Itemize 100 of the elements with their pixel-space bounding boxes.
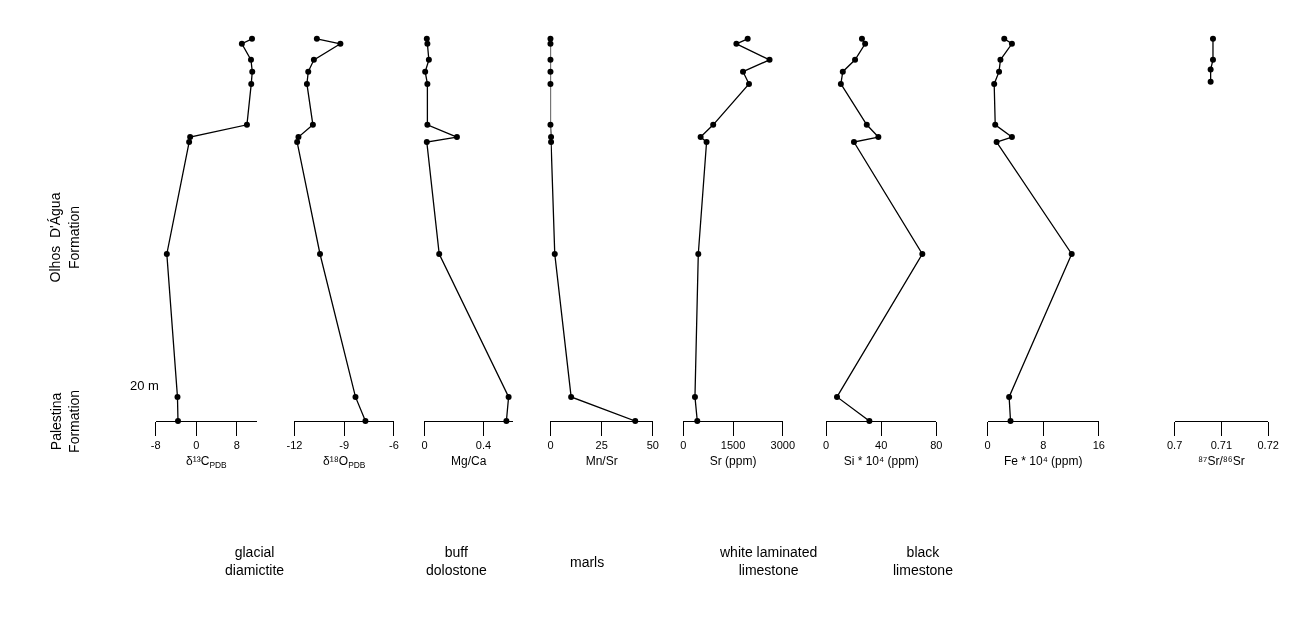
point	[744, 35, 751, 42]
point	[766, 56, 773, 63]
point	[568, 393, 575, 400]
point	[303, 80, 310, 87]
text: white laminated limestone	[719, 544, 818, 579]
point	[547, 56, 554, 63]
x-tick-label: 8	[233, 439, 240, 452]
x-tick-label: 25	[595, 439, 608, 452]
point	[1008, 40, 1015, 47]
point	[337, 40, 344, 47]
point	[305, 68, 312, 75]
point	[313, 35, 320, 42]
point	[249, 35, 255, 42]
point	[551, 250, 558, 257]
x-tick-label: -9	[339, 439, 350, 452]
point	[174, 393, 181, 400]
point	[733, 40, 740, 47]
point	[249, 68, 256, 75]
point	[862, 40, 869, 47]
point	[436, 250, 443, 257]
point	[837, 80, 844, 87]
point	[309, 121, 316, 128]
point	[740, 68, 747, 75]
annotation: 20 m	[130, 378, 159, 393]
x-tick-label: 0.4	[475, 439, 492, 452]
point	[746, 80, 752, 87]
point	[919, 250, 926, 257]
x-tick-label: 0	[823, 439, 830, 452]
point	[547, 68, 554, 75]
text: black limestone	[893, 544, 954, 579]
point	[174, 418, 181, 424]
point	[186, 139, 193, 146]
point	[1001, 35, 1008, 42]
point	[850, 139, 857, 146]
point	[548, 134, 555, 141]
point	[863, 121, 870, 128]
point	[875, 134, 882, 141]
x-tick-label: -8	[150, 439, 161, 452]
point	[187, 134, 194, 141]
point	[352, 393, 359, 400]
x-tick-label: 0.72	[1257, 439, 1279, 452]
point	[996, 68, 1003, 75]
point	[424, 40, 431, 47]
text: Palestina Formation	[47, 389, 83, 453]
point	[691, 393, 698, 400]
point	[1006, 393, 1013, 400]
x-tick-label: 0	[193, 439, 200, 452]
x-axis-title: ⁸⁷Sr/⁸⁶Sr	[1198, 454, 1245, 469]
point	[834, 393, 841, 400]
x-tick-label: 50	[646, 439, 659, 452]
point	[1008, 134, 1015, 141]
point	[248, 80, 255, 87]
x-tick-label: 3000	[770, 439, 796, 452]
point	[238, 40, 245, 47]
point	[703, 139, 710, 146]
point	[993, 139, 1000, 146]
point	[505, 393, 512, 400]
point	[423, 139, 430, 146]
x-tick-label: 0	[984, 439, 991, 452]
x-tick-label: -6	[389, 439, 399, 452]
point	[425, 56, 432, 63]
x-axis-title: δ¹⁸O$_{PDB}$	[323, 454, 366, 470]
point	[547, 35, 554, 42]
x-tick-label: 16	[1092, 439, 1105, 452]
x-axis-title: Sr (ppm)	[709, 454, 757, 469]
point	[163, 250, 170, 257]
point	[547, 80, 554, 87]
x-tick-label: 1500	[720, 439, 746, 452]
point	[852, 56, 859, 63]
x-tick-label: 0.71	[1210, 439, 1233, 452]
x-axis-title: Si * 10⁴ (ppm)	[843, 454, 919, 469]
point	[839, 68, 846, 75]
x-tick-label: 0	[547, 439, 554, 452]
x-axis-title: Fe * 10⁴ (ppm)	[1003, 454, 1083, 469]
point	[422, 68, 429, 75]
point	[310, 56, 317, 63]
x-tick-label: 80	[930, 439, 943, 452]
text: glacial diamictite	[225, 544, 285, 579]
point	[548, 139, 555, 146]
point	[997, 56, 1004, 63]
point	[695, 250, 702, 257]
point	[1068, 250, 1075, 257]
x-tick-label: 0	[421, 439, 428, 452]
x-axis-title: Mg/Ca	[451, 454, 487, 469]
text: marls	[570, 554, 605, 570]
x-axis-title: δ¹³C$_{PDB}$	[186, 454, 228, 470]
point	[710, 121, 717, 128]
text: Olhos D'Água Formation	[47, 192, 82, 283]
point	[547, 40, 554, 47]
point	[424, 80, 431, 87]
point	[697, 134, 704, 141]
point	[294, 139, 301, 146]
point	[992, 121, 999, 128]
x-tick-label: -12	[286, 439, 303, 452]
point	[317, 250, 324, 257]
x-tick-label: 40	[875, 439, 888, 452]
point	[991, 80, 998, 87]
point	[858, 35, 865, 42]
point	[423, 35, 430, 42]
x-tick-label: 0	[680, 439, 687, 452]
